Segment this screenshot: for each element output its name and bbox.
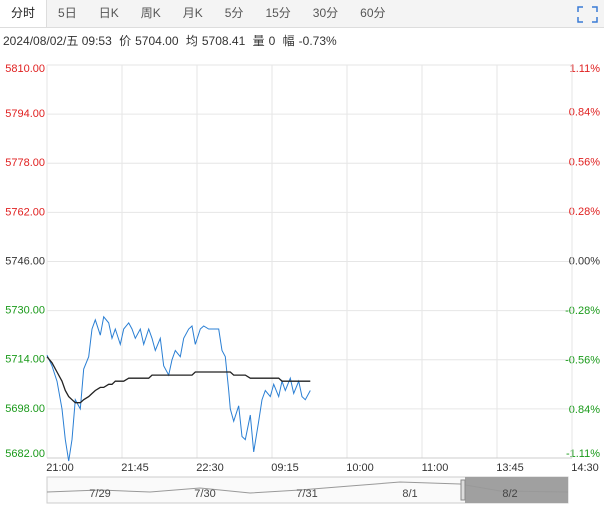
info-value: 5704.00 [135, 34, 179, 48]
tab[interactable]: 15分 [265, 6, 291, 20]
fullscreen-icon-path [577, 6, 598, 23]
navigator-label: 8/2 [502, 488, 517, 500]
info-label: 均 [185, 34, 198, 48]
info-label: 量 [252, 34, 265, 48]
y-tick-label: 5714.00 [5, 354, 45, 366]
x-tick-label: 10:00 [346, 462, 374, 474]
tab[interactable]: 30分 [312, 6, 339, 20]
tab-bar: 分时 5日 日K 周K 月K 5分 15分 30分 60分 [0, 0, 604, 28]
info-label: 价 [119, 34, 132, 48]
tab[interactable]: 5分 [224, 6, 244, 20]
info-time: 2024/08/02/五 09:53 [3, 34, 112, 48]
y-tick-label: 5698.00 [5, 403, 45, 415]
y2-tick-label: 1.11% [570, 63, 601, 75]
info-value: -0.73% [298, 34, 337, 48]
navigator-selection[interactable] [465, 477, 568, 503]
y-tick-label: 5682.00 [5, 448, 45, 460]
y2-tick-label: 0.84% [569, 107, 600, 119]
x-tick-label: 22:30 [196, 462, 224, 474]
y-tick-label: 5746.00 [5, 255, 45, 267]
x-tick-label: 09:15 [271, 462, 299, 474]
tab[interactable]: 日K [98, 6, 119, 20]
navigator-label: 7/30 [194, 488, 215, 500]
y2-tick-label: -0.28% [565, 305, 600, 317]
y2-tick-label: 0.84% [569, 404, 600, 416]
y-tick-label: 5762.00 [5, 206, 45, 218]
y2-tick-label: -1.11% [566, 448, 600, 460]
tab[interactable]: 周K [140, 6, 161, 20]
y-tick-label: 5778.00 [5, 157, 45, 169]
tab[interactable]: 月K [182, 6, 203, 20]
tab[interactable]: 分时 [0, 0, 48, 27]
y2-tick-label: 0.56% [569, 156, 600, 168]
series-line [46, 315, 311, 462]
navigator-label: 7/31 [296, 488, 317, 500]
info-value: 0 [268, 34, 276, 48]
navigator-line [46, 481, 569, 494]
navigator-label: 7/29 [89, 488, 110, 500]
tab[interactable]: 5日 [58, 6, 77, 20]
y-tick-label: 5794.00 [5, 108, 45, 120]
y-tick-label: 5730.00 [5, 305, 45, 317]
y2-tick-label: 0.00% [569, 255, 600, 267]
x-tick-label: 14:30 [571, 462, 599, 474]
series-line [46, 356, 311, 404]
plot: 5810.00 5794.00 5778.00 5762.00 5746.00 5730.… [5, 63, 600, 474]
x-tick-label: 21:45 [121, 462, 149, 474]
info-value: 5708.41 [201, 34, 246, 48]
tab[interactable]: 60分 [360, 6, 386, 20]
y2-tick-label: -0.56% [565, 355, 600, 367]
navigator-label: 8/1 [402, 488, 417, 500]
fullscreen-icon[interactable] [577, 6, 598, 23]
info-label: 幅 [282, 34, 295, 48]
y2-tick-label: 0.28% [569, 206, 600, 218]
x-tick-label: 13:45 [496, 462, 524, 474]
x-tick-label: 21:00 [46, 462, 74, 474]
x-tick-label: 11:00 [422, 462, 449, 474]
y-tick-label: 5810.00 [5, 63, 45, 75]
navigator-handle[interactable] [460, 479, 466, 501]
